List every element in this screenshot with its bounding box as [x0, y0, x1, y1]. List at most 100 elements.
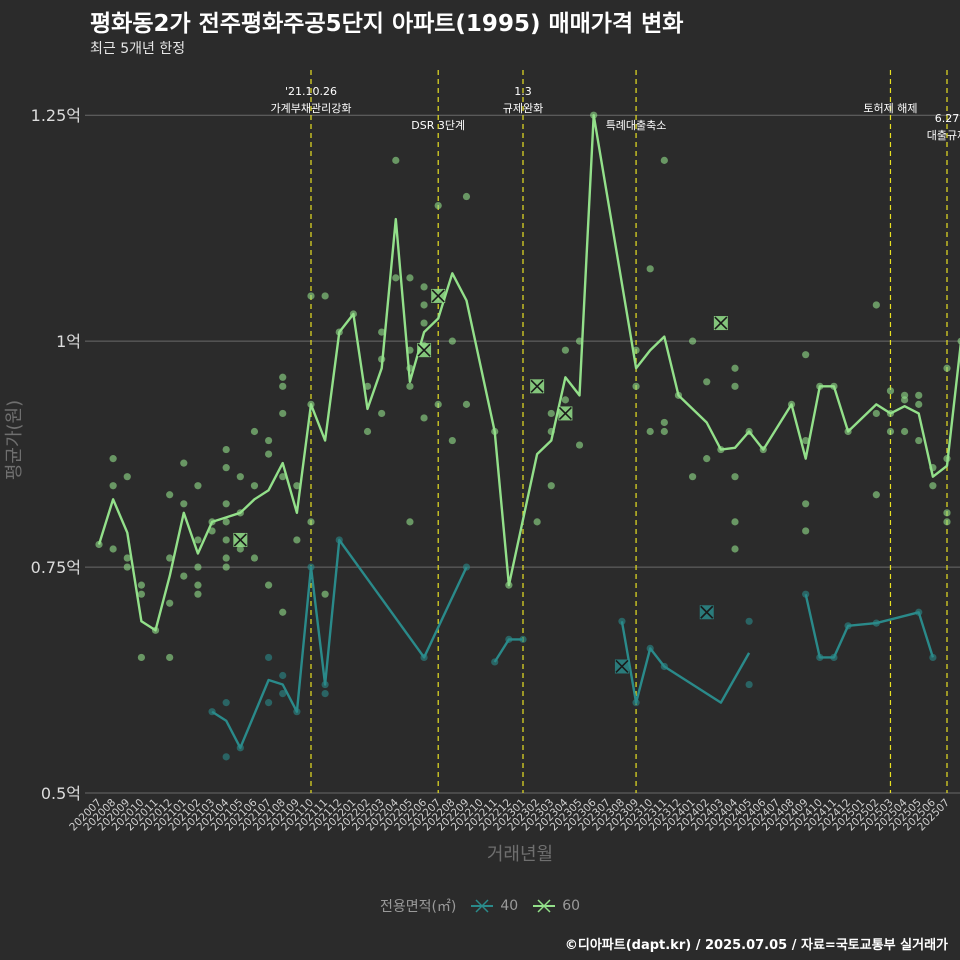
- series-60-point: [547, 409, 555, 418]
- series-60-point: [703, 378, 711, 386]
- series-40-point: [279, 671, 287, 680]
- series-60-point: [279, 373, 287, 381]
- series-40-point: [222, 699, 230, 707]
- series-60-point: [731, 382, 739, 390]
- series-60-point: [137, 590, 145, 598]
- series-60-point: [222, 536, 230, 544]
- series-40-cross: [700, 605, 714, 619]
- series-60-point: [166, 653, 174, 662]
- legend-item-60: 60: [532, 898, 580, 914]
- series-60-point: [703, 455, 711, 463]
- series-60-point: [406, 274, 414, 282]
- series-60-point: [236, 545, 244, 553]
- series-60-point: [123, 563, 131, 571]
- series-60-point: [689, 337, 697, 345]
- series-60-point: [363, 427, 372, 436]
- series-60-point: [434, 201, 442, 210]
- series-60-point: [194, 482, 202, 490]
- series-60-point: [448, 337, 456, 345]
- series-60-point: [392, 274, 400, 282]
- series-60-point: [222, 554, 230, 562]
- series-60-point: [886, 427, 895, 436]
- event-annotation: DSR 3단계: [411, 119, 465, 132]
- series-60-point: [802, 527, 810, 535]
- series-60-point: [307, 292, 315, 300]
- series-60-point: [321, 292, 329, 300]
- series-60-cross: [417, 343, 431, 357]
- series-60-point: [222, 500, 230, 508]
- series-60-point: [943, 509, 951, 517]
- series-60-point: [109, 455, 117, 463]
- series-60-point: [265, 581, 273, 589]
- series-60-line: [97, 114, 960, 632]
- series-60-point: [462, 400, 471, 408]
- legend: 전용면적(㎡) 40 60: [0, 896, 960, 916]
- series-60-cross: [431, 289, 445, 303]
- series-60-point: [222, 464, 230, 472]
- series-40-point: [745, 680, 753, 689]
- series-40-point: [265, 653, 273, 662]
- series-60-point: [420, 301, 428, 309]
- series-60-point: [406, 382, 414, 390]
- event-annotation: 토허제 해제: [863, 101, 917, 115]
- series-60-point: [646, 427, 654, 436]
- series-60-point: [943, 518, 951, 526]
- series-40-point: [222, 753, 230, 761]
- series-60-point: [109, 482, 117, 490]
- legend-40-swatch: [471, 899, 494, 913]
- series-60-point: [660, 156, 668, 164]
- event-annotation: 규제완화: [503, 102, 543, 115]
- series-60-point: [872, 491, 880, 499]
- series-40-point: [745, 617, 753, 625]
- series-60-point: [307, 518, 315, 526]
- series-60-point: [632, 382, 640, 390]
- series-60-point: [957, 337, 960, 345]
- event-annotation: 6.27: [935, 112, 960, 125]
- event-annotation: 1.3: [514, 85, 532, 98]
- source-credit: ©디아파트(dapt.kr) / 2025.07.05 / 자료=국토교통부 실…: [564, 938, 948, 953]
- series-60-point: [378, 409, 386, 418]
- series-60-point: [462, 192, 471, 201]
- series-60-point: [166, 599, 174, 607]
- series-60-point: [561, 396, 570, 404]
- series-60-point: [731, 473, 739, 481]
- series-60-point: [689, 473, 697, 481]
- series-60-point: [250, 482, 259, 490]
- series-60-point: [222, 445, 230, 454]
- series-60-point: [279, 473, 287, 481]
- series-60-point: [575, 441, 584, 449]
- series-60-point: [265, 436, 273, 445]
- series-60-point: [293, 536, 301, 544]
- series-60-point: [731, 545, 739, 553]
- series-60-point: [392, 156, 400, 164]
- series-60-point: [915, 436, 923, 445]
- series-40-point: [265, 699, 273, 707]
- series-40-line: [493, 638, 523, 663]
- x-axis-label: 거래년월: [487, 844, 553, 865]
- series-60-point: [448, 436, 456, 445]
- series-40-point: [321, 689, 329, 698]
- series-60-point: [434, 400, 442, 408]
- series-60-point: [236, 473, 244, 481]
- y-axis-label: 평균가(원): [4, 400, 25, 480]
- event-annotation: 대출규제: [927, 129, 960, 142]
- series-60-cross: [714, 316, 728, 330]
- event-annotation: '21.10.26: [285, 85, 337, 98]
- series-60-point: [194, 563, 202, 571]
- series-60-point: [378, 328, 386, 336]
- series-60-point: [194, 581, 202, 589]
- series-60-point: [406, 518, 414, 526]
- series-60-point: [802, 436, 810, 445]
- series-60-point: [180, 459, 188, 467]
- series-60-point: [901, 427, 909, 436]
- series-60-point: [533, 518, 541, 526]
- series-60-point: [279, 382, 287, 390]
- series-60-point: [279, 409, 287, 418]
- series-60-point: [250, 427, 259, 436]
- legend-60-swatch: [533, 899, 556, 913]
- series-60-cross: [530, 379, 544, 393]
- series-60-point: [166, 491, 174, 499]
- legend-title: 전용면적(㎡): [379, 899, 457, 915]
- series-60-point: [943, 364, 951, 372]
